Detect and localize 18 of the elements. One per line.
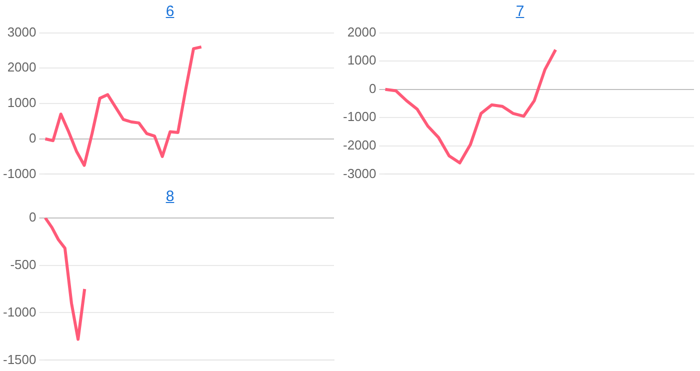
y-tick-label: 2000: [347, 24, 376, 40]
y-tick-label: 1000: [347, 52, 376, 68]
y-tick-label: -1000: [3, 304, 36, 320]
chart-title: 6: [164, 2, 176, 22]
y-tick-label: 1000: [7, 95, 36, 110]
y-tick-label: 2000: [7, 60, 36, 75]
chart-title: 8: [164, 187, 176, 207]
y-tick-label: 0: [29, 130, 36, 146]
y-tick-label: -1000: [3, 166, 36, 181]
y-tick-label: -1500: [3, 352, 36, 367]
y-tick-label: 0: [369, 80, 376, 96]
y-tick-label: -2000: [343, 138, 376, 152]
y-tick-label: -1000: [343, 109, 376, 124]
chart-title: 7: [514, 2, 526, 22]
y-tick-label: -3000: [343, 166, 376, 181]
y-tick-label: -500: [10, 256, 36, 272]
y-tick-label: 3000: [7, 24, 36, 40]
y-tick-label: 0: [29, 209, 36, 224]
